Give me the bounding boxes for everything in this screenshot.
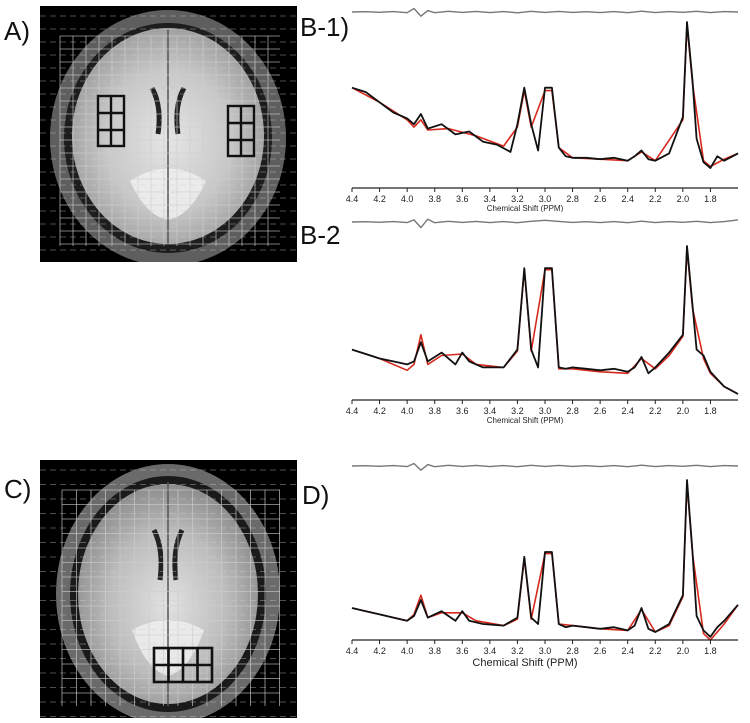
x-tick-label: 3.8 — [428, 194, 441, 204]
x-tick-label: 3.6 — [456, 646, 469, 656]
x-tick-label: 3.8 — [428, 646, 441, 656]
spectrum-line — [351, 479, 739, 638]
x-tick-label: 2.0 — [677, 406, 690, 416]
spectrum-d-svg: 4.4 4.2 4.0 3.8 3.6 3.4 3.2 3.0 2.8 2.6 2.4 2.2 2.0 1… — [346, 462, 739, 669]
spectrum-b1-svg: 4.4 4.2 4.0 3.8 3.6 3.4 3.2 3.0 2.8 2.6 2.4 2.2 2.0 1… — [346, 7, 739, 212]
x-tick-label: 1.8 — [704, 406, 717, 416]
x-tick-label: 3.6 — [456, 406, 469, 416]
voxel-grid-c — [40, 469, 297, 717]
x-tick-label: 4.0 — [401, 194, 414, 204]
spectrum-plot-b1: 4.4 4.2 4.0 3.8 3.6 3.4 3.2 3.0 2.8 2.6 2.4 2.2 2.0 1… — [340, 0, 745, 212]
residual-line — [351, 7, 739, 17]
spectrum-plot-b2: 4.4 4.2 4.0 3.8 3.6 3.4 3.2 3.0 2.8 2.6 2.4 2.2 2.0 1… — [340, 206, 745, 424]
x-tick-label: 2.2 — [649, 406, 662, 416]
x-tick-label: 3.2 — [511, 406, 524, 416]
x-tick-label: 2.6 — [594, 194, 607, 204]
panel-label-d: D) — [302, 480, 330, 510]
x-tick-label: 3.0 — [539, 194, 552, 204]
spectrum-line — [351, 21, 739, 169]
x-tick-label: 2.6 — [594, 406, 607, 416]
x-tick-label: 4.2 — [373, 194, 386, 204]
x-tick-label: 3.6 — [456, 194, 469, 204]
x-axis-label: Chemical Shift (PPM) — [472, 657, 577, 669]
x-tick-label: 2.4 — [621, 646, 634, 656]
x-tick-label: 2.0 — [677, 646, 690, 656]
selected-voxels-left-a — [96, 94, 126, 148]
spectrum-line — [351, 245, 739, 395]
fit-line — [351, 482, 739, 641]
x-tick-label: 3.0 — [539, 406, 552, 416]
x-tick-label: 3.4 — [484, 406, 497, 416]
selected-voxels-right-a — [226, 104, 256, 158]
ventricles-a — [149, 86, 187, 135]
x-tick-label: 3.8 — [428, 406, 441, 416]
x-tick-label: 2.8 — [566, 406, 579, 416]
selected-voxels-c — [152, 646, 214, 684]
x-tick-label: 3.2 — [511, 194, 524, 204]
panel-label-b2: B-2 — [300, 220, 341, 250]
mri-image-a — [40, 6, 297, 262]
panel-label-a: A) — [4, 16, 30, 46]
x-tick-label: 2.6 — [594, 646, 607, 656]
x-tick-label: 3.4 — [484, 194, 497, 204]
x-tick-label: 2.8 — [566, 646, 579, 656]
panel-label-b1: B-1) — [300, 12, 350, 42]
x-tick-label: 1.8 — [704, 646, 717, 656]
x-tick-label: 2.2 — [649, 194, 662, 204]
x-tick-label: 4.4 — [346, 646, 359, 656]
x-axis-label: Chemical Shift (PPM) — [487, 204, 564, 212]
spectrum-plot-d: 4.4 4.2 4.0 3.8 3.6 3.4 3.2 3.0 2.8 2.6 2.4 2.2 2.0 1… — [340, 450, 745, 672]
x-tick-label: 4.4 — [346, 194, 359, 204]
x-tick-label: 2.4 — [621, 194, 634, 204]
residual-line — [351, 218, 739, 229]
x-tick-label: 4.2 — [373, 646, 386, 656]
x-tick-label: 3.4 — [484, 646, 497, 656]
panel-label-c: C) — [4, 474, 32, 504]
x-tick-label: 2.8 — [566, 194, 579, 204]
spectrum-b2-svg: 4.4 4.2 4.0 3.8 3.6 3.4 3.2 3.0 2.8 2.6 2.4 2.2 2.0 1… — [346, 218, 739, 424]
x-tick-label: 3.0 — [539, 646, 552, 656]
x-tick-label: 4.0 — [401, 646, 414, 656]
x-tick-label: 2.2 — [649, 646, 662, 656]
x-tick-label: 2.0 — [677, 194, 690, 204]
mri-image-c-graphic — [40, 464, 297, 718]
mri-image-a-graphic — [40, 10, 297, 262]
mri-image-c — [40, 460, 297, 718]
x-axis-label: Chemical Shift (PPM) — [487, 416, 564, 424]
x-tick-label: 3.2 — [511, 646, 524, 656]
x-tick-label: 4.4 — [346, 406, 359, 416]
x-tick-label: 4.0 — [401, 406, 414, 416]
x-tick-label: 2.4 — [621, 406, 634, 416]
residual-line — [351, 462, 739, 471]
x-tick-label: 1.8 — [704, 194, 717, 204]
x-tick-label: 4.2 — [373, 406, 386, 416]
